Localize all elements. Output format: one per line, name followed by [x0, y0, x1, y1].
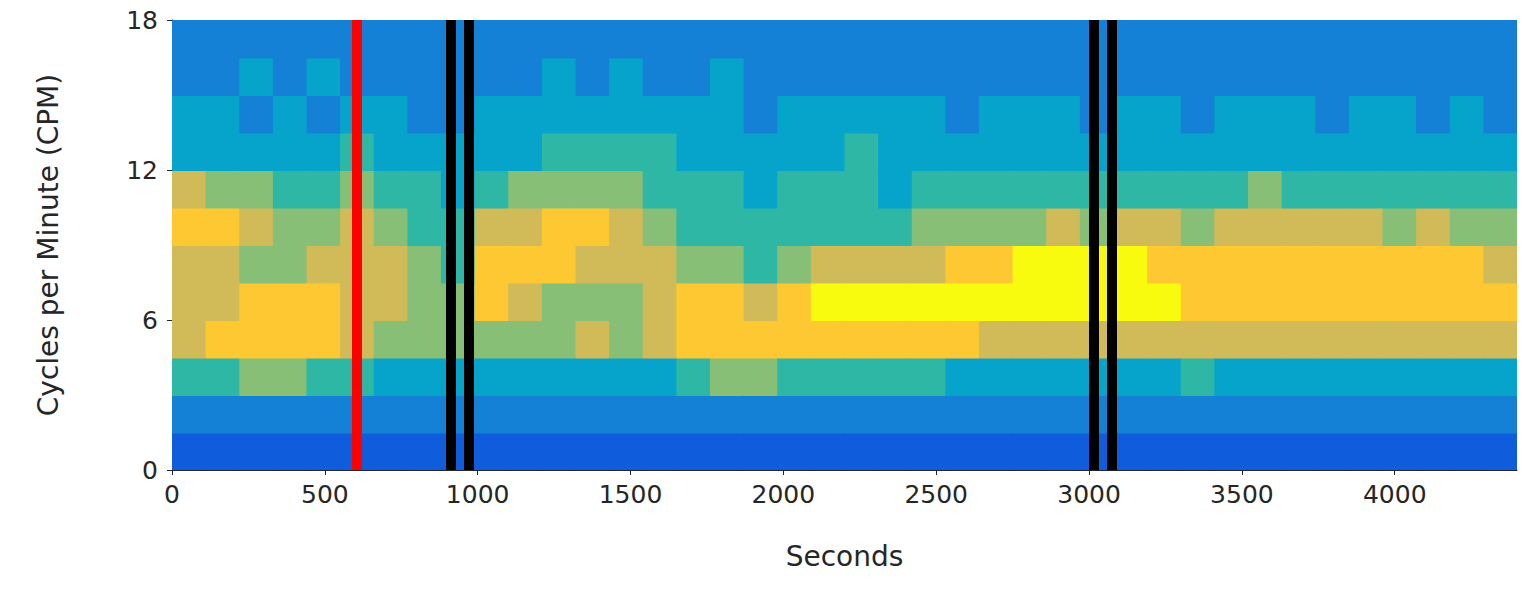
svg-text:0: 0	[164, 480, 180, 509]
svg-text:6: 6	[142, 306, 158, 335]
svg-text:4000: 4000	[1363, 480, 1427, 509]
svg-text:0: 0	[142, 456, 158, 485]
svg-text:2000: 2000	[752, 480, 816, 509]
svg-text:2500: 2500	[904, 480, 968, 509]
svg-text:Seconds: Seconds	[786, 540, 904, 573]
svg-text:1500: 1500	[599, 480, 663, 509]
svg-text:3000: 3000	[1057, 480, 1121, 509]
svg-text:12: 12	[126, 156, 158, 185]
svg-text:1000: 1000	[446, 480, 510, 509]
svg-text:3500: 3500	[1210, 480, 1274, 509]
svg-text:18: 18	[126, 6, 158, 35]
svg-text:500: 500	[301, 480, 349, 509]
svg-text:Cycles per Minute (CPM): Cycles per Minute (CPM)	[32, 74, 65, 416]
